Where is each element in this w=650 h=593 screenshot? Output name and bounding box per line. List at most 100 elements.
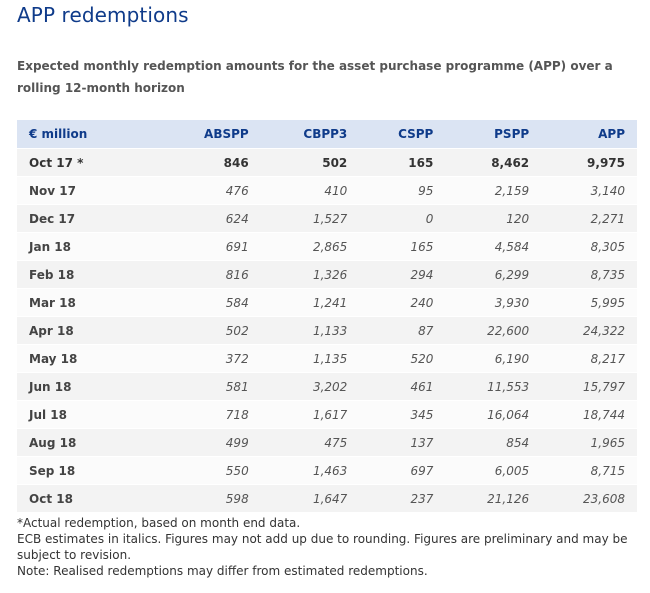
cell-cspp: 697 bbox=[359, 456, 446, 485]
cell-cbpp3: 1,241 bbox=[260, 288, 360, 317]
footnotes: *Actual redemption, based on month end d… bbox=[17, 515, 632, 579]
table-row: Nov 17 476 410 95 2,159 3,140 bbox=[17, 176, 637, 205]
cell-month: Oct 18 bbox=[17, 484, 161, 512]
cell-app: 9,975 bbox=[541, 148, 637, 177]
cell-cspp: 461 bbox=[359, 372, 446, 401]
header-cspp: CSPP bbox=[359, 120, 446, 149]
cell-cbpp3: 1,135 bbox=[260, 344, 360, 373]
header-unit: € million bbox=[17, 120, 161, 149]
cell-cspp: 240 bbox=[359, 288, 446, 317]
cell-pspp: 120 bbox=[445, 204, 542, 233]
cell-month: Feb 18 bbox=[17, 260, 161, 289]
cell-month: May 18 bbox=[17, 344, 161, 373]
cell-abspp: 598 bbox=[161, 484, 261, 512]
cell-pspp: 3,930 bbox=[445, 288, 542, 317]
cell-cspp: 165 bbox=[359, 148, 446, 177]
table-row: Mar 18 584 1,241 240 3,930 5,995 bbox=[17, 288, 637, 317]
cell-cbpp3: 1,326 bbox=[260, 260, 360, 289]
footnote-estimates: ECB estimates in italics. Figures may no… bbox=[17, 532, 628, 562]
cell-abspp: 691 bbox=[161, 232, 261, 261]
table-row: Jan 18 691 2,865 165 4,584 8,305 bbox=[17, 232, 637, 261]
cell-cspp: 237 bbox=[359, 484, 446, 512]
table-row: Jun 18 581 3,202 461 11,553 15,797 bbox=[17, 372, 637, 401]
cell-cspp: 95 bbox=[359, 176, 446, 205]
cell-pspp: 4,584 bbox=[445, 232, 542, 261]
cell-app: 23,608 bbox=[541, 484, 637, 512]
cell-abspp: 499 bbox=[161, 428, 261, 457]
page-title: APP redemptions bbox=[17, 3, 189, 27]
cell-cspp: 165 bbox=[359, 232, 446, 261]
cell-app: 8,305 bbox=[541, 232, 637, 261]
cell-month: Sep 18 bbox=[17, 456, 161, 485]
cell-month: Apr 18 bbox=[17, 316, 161, 345]
cell-app: 24,322 bbox=[541, 316, 637, 345]
table-header-row: € million ABSPP CBPP3 CSPP PSPP APP bbox=[17, 120, 637, 149]
cell-month: Dec 17 bbox=[17, 204, 161, 233]
cell-app: 15,797 bbox=[541, 372, 637, 401]
cell-month: Jan 18 bbox=[17, 232, 161, 261]
cell-month: Mar 18 bbox=[17, 288, 161, 317]
cell-cbpp3: 1,617 bbox=[260, 400, 360, 429]
cell-abspp: 476 bbox=[161, 176, 261, 205]
table-row: Oct 17 * 846 502 165 8,462 9,975 bbox=[17, 148, 637, 177]
redemptions-table: € million ABSPP CBPP3 CSPP PSPP APP Oct … bbox=[17, 120, 637, 512]
cell-abspp: 846 bbox=[161, 148, 261, 177]
header-app: APP bbox=[541, 120, 637, 149]
table-row: Aug 18 499 475 137 854 1,965 bbox=[17, 428, 637, 457]
cell-pspp: 22,600 bbox=[445, 316, 542, 345]
footnote-actual: *Actual redemption, based on month end d… bbox=[17, 516, 301, 530]
cell-app: 3,140 bbox=[541, 176, 637, 205]
header-pspp: PSPP bbox=[445, 120, 542, 149]
cell-pspp: 16,064 bbox=[445, 400, 542, 429]
cell-pspp: 8,462 bbox=[445, 148, 542, 177]
cell-abspp: 502 bbox=[161, 316, 261, 345]
cell-cspp: 137 bbox=[359, 428, 446, 457]
cell-abspp: 718 bbox=[161, 400, 261, 429]
table-row: Feb 18 816 1,326 294 6,299 8,735 bbox=[17, 260, 637, 289]
cell-cbpp3: 502 bbox=[260, 148, 360, 177]
cell-cbpp3: 475 bbox=[260, 428, 360, 457]
cell-pspp: 6,190 bbox=[445, 344, 542, 373]
cell-app: 8,217 bbox=[541, 344, 637, 373]
cell-pspp: 854 bbox=[445, 428, 542, 457]
cell-month: Jun 18 bbox=[17, 372, 161, 401]
cell-cbpp3: 410 bbox=[260, 176, 360, 205]
cell-abspp: 816 bbox=[161, 260, 261, 289]
header-abspp: ABSPP bbox=[161, 120, 261, 149]
footnote-realised: Note: Realised redemptions may differ fr… bbox=[17, 564, 428, 578]
cell-cspp: 0 bbox=[359, 204, 446, 233]
cell-cspp: 345 bbox=[359, 400, 446, 429]
cell-app: 2,271 bbox=[541, 204, 637, 233]
cell-pspp: 21,126 bbox=[445, 484, 542, 512]
cell-app: 8,715 bbox=[541, 456, 637, 485]
cell-cbpp3: 1,463 bbox=[260, 456, 360, 485]
cell-pspp: 11,553 bbox=[445, 372, 542, 401]
table-row: Oct 18 598 1,647 237 21,126 23,608 bbox=[17, 484, 637, 512]
cell-abspp: 624 bbox=[161, 204, 261, 233]
table-row: Apr 18 502 1,133 87 22,600 24,322 bbox=[17, 316, 637, 345]
cell-cbpp3: 1,647 bbox=[260, 484, 360, 512]
cell-app: 18,744 bbox=[541, 400, 637, 429]
table-row: May 18 372 1,135 520 6,190 8,217 bbox=[17, 344, 637, 373]
cell-pspp: 6,299 bbox=[445, 260, 542, 289]
cell-abspp: 550 bbox=[161, 456, 261, 485]
cell-app: 1,965 bbox=[541, 428, 637, 457]
table-subtitle: Expected monthly redemption amounts for … bbox=[17, 59, 613, 95]
cell-cspp: 294 bbox=[359, 260, 446, 289]
table-row: Dec 17 624 1,527 0 120 2,271 bbox=[17, 204, 637, 233]
cell-abspp: 372 bbox=[161, 344, 261, 373]
cell-pspp: 2,159 bbox=[445, 176, 542, 205]
cell-abspp: 584 bbox=[161, 288, 261, 317]
table-row: Sep 18 550 1,463 697 6,005 8,715 bbox=[17, 456, 637, 485]
table-row: Jul 18 718 1,617 345 16,064 18,744 bbox=[17, 400, 637, 429]
cell-cbpp3: 2,865 bbox=[260, 232, 360, 261]
header-cbpp3: CBPP3 bbox=[260, 120, 360, 149]
cell-cbpp3: 3,202 bbox=[260, 372, 360, 401]
cell-pspp: 6,005 bbox=[445, 456, 542, 485]
cell-month: Jul 18 bbox=[17, 400, 161, 429]
cell-cspp: 87 bbox=[359, 316, 446, 345]
cell-month: Nov 17 bbox=[17, 176, 161, 205]
cell-month: Oct 17 * bbox=[17, 148, 161, 177]
cell-cbpp3: 1,133 bbox=[260, 316, 360, 345]
cell-month: Aug 18 bbox=[17, 428, 161, 457]
